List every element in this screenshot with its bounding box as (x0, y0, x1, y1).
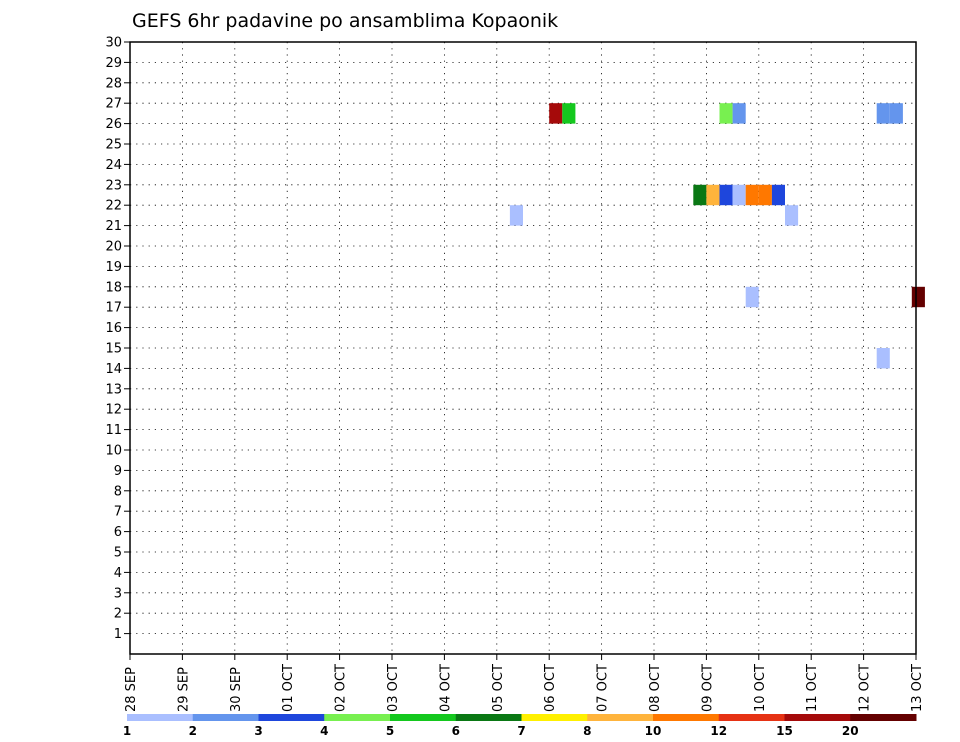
legend-swatch (653, 714, 720, 721)
data-cell (758, 184, 772, 206)
y-tick-label: 18 (105, 280, 122, 295)
y-tick-label: 27 (105, 97, 122, 112)
legend-swatch (718, 714, 785, 721)
y-axis: 1234567891011121314151617181920212223242… (105, 36, 130, 642)
legend-label: 7 (517, 724, 525, 738)
x-tick-label: 01 OCT (281, 664, 296, 712)
data-cell (889, 103, 903, 124)
y-tick-label: 17 (105, 301, 122, 316)
data-cell (693, 184, 707, 206)
y-tick-label: 20 (105, 240, 122, 255)
data-cell (549, 103, 563, 124)
y-tick-label: 14 (105, 362, 122, 377)
x-tick-label: 29 SEP (176, 667, 191, 712)
x-tick-label: 11 OCT (805, 664, 820, 712)
data-cell (876, 348, 890, 369)
y-tick-label: 22 (105, 199, 122, 214)
x-tick-label: 02 OCT (334, 664, 349, 712)
color-legend: 1 2 3 4 5 6 7 8 10 12 15 20 (123, 714, 917, 738)
y-tick-label: 9 (114, 464, 122, 479)
grid-lines (130, 41, 916, 654)
data-cell (771, 184, 785, 206)
data-cell (706, 184, 720, 206)
legend-label: 1 (123, 724, 131, 738)
y-tick-label: 15 (105, 342, 122, 357)
y-tick-label: 8 (114, 484, 122, 499)
legend-label: 2 (189, 724, 197, 738)
y-tick-label: 28 (105, 76, 122, 91)
x-tick-label: 07 OCT (596, 664, 611, 712)
y-tick-label: 12 (105, 403, 122, 418)
legend-swatch (127, 714, 194, 721)
y-tick-label: 13 (105, 382, 122, 397)
legend-swatch (587, 714, 654, 721)
legend-swatch (455, 714, 522, 721)
data-cell (719, 184, 733, 206)
y-tick-label: 7 (114, 505, 122, 520)
data-cell (732, 184, 746, 206)
x-tick-label: 06 OCT (543, 664, 558, 712)
y-tick-label: 3 (114, 586, 122, 601)
y-tick-label: 25 (105, 138, 122, 153)
x-tick-label: 30 SEP (229, 667, 244, 712)
legend-swatch (784, 714, 851, 721)
y-tick-label: 2 (114, 607, 122, 622)
legend-label: 4 (320, 724, 328, 738)
y-tick-label: 19 (105, 260, 122, 275)
x-tick-label: 03 OCT (386, 664, 401, 712)
chart-title: GEFS 6hr padavine po ansamblima Kopaonik (132, 10, 558, 32)
x-tick-label: 08 OCT (648, 664, 663, 712)
x-tick-label: 05 OCT (491, 664, 506, 712)
y-tick-label: 5 (114, 546, 122, 561)
y-tick-label: 21 (105, 219, 122, 234)
x-tick-label: 13 OCT (910, 664, 925, 712)
legend-label: 20 (842, 724, 859, 738)
legend-swatch (850, 714, 917, 721)
y-tick-label: 26 (105, 117, 122, 132)
legend-label: 15 (776, 724, 793, 738)
data-cell (745, 184, 759, 206)
x-tick-label: 12 OCT (858, 664, 873, 712)
legend-swatch (192, 714, 259, 721)
y-tick-label: 4 (114, 566, 122, 581)
y-tick-label: 29 (105, 56, 122, 71)
x-axis: 28 SEP 29 SEP 30 SEP 01 OCT 02 OCT 03 OCT 04 O… (124, 654, 925, 712)
x-tick-label: 04 OCT (438, 664, 453, 712)
data-cell (562, 103, 576, 124)
x-tick-label: 09 OCT (700, 664, 715, 712)
y-tick-label: 11 (105, 423, 122, 438)
y-tick-label: 16 (105, 321, 122, 336)
x-tick-label: 28 SEP (124, 667, 139, 712)
legend-swatch (521, 714, 588, 721)
y-tick-label: 23 (105, 178, 122, 193)
data-cells (509, 103, 925, 369)
y-tick-label: 10 (105, 444, 122, 459)
data-cell (785, 205, 799, 226)
data-cell (876, 103, 890, 124)
data-cell (719, 103, 733, 124)
legend-label: 8 (583, 724, 591, 738)
y-tick-label: 24 (105, 158, 122, 173)
data-cell (732, 103, 746, 124)
legend-label: 12 (710, 724, 727, 738)
data-cell (745, 286, 759, 308)
y-tick-label: 6 (114, 525, 122, 540)
data-cell (509, 205, 523, 226)
legend-label: 10 (645, 724, 662, 738)
legend-label: 5 (386, 724, 394, 738)
legend-label: 3 (254, 724, 262, 738)
y-tick-label: 1 (114, 627, 122, 642)
x-tick-label: 10 OCT (753, 664, 768, 712)
y-tick-label: 30 (105, 36, 122, 51)
legend-swatch (324, 714, 391, 721)
legend-swatch (258, 714, 325, 721)
data-cell (911, 286, 925, 308)
legend-swatch (390, 714, 457, 721)
legend-label: 6 (452, 724, 460, 738)
